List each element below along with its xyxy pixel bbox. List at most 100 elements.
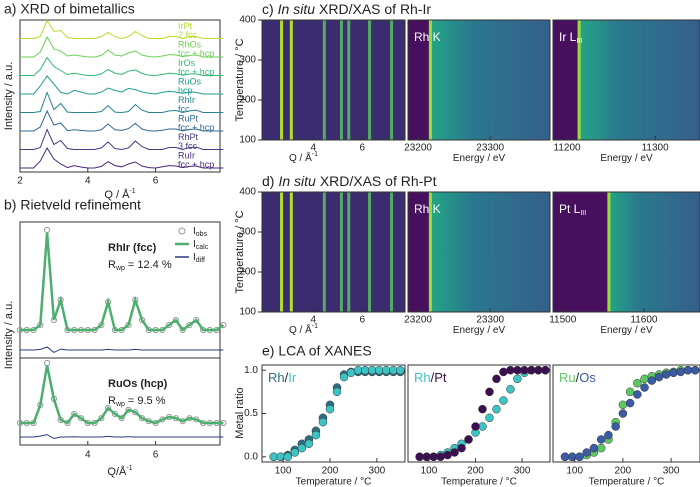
bragg-stripe <box>280 20 284 140</box>
point <box>436 452 445 462</box>
bragg-stripe <box>347 20 351 140</box>
x-tick-label: 11600 <box>630 315 658 326</box>
point <box>304 439 314 449</box>
series-name: Rh <box>268 370 285 385</box>
bragg-stripe <box>289 192 293 312</box>
heatmap-bg <box>262 20 405 140</box>
y-tick-label: 300 <box>239 55 256 66</box>
point <box>283 452 293 462</box>
x-tick-label: 23200 <box>404 143 432 154</box>
legend-label: RuOs <box>178 76 202 86</box>
y-axis-label: Metal ratio <box>234 387 246 438</box>
point <box>633 378 642 388</box>
point <box>633 390 642 399</box>
obs-point <box>172 316 180 324</box>
fit-label: RhIr (fcc) <box>108 242 157 254</box>
legend-label: Idiff <box>193 252 205 265</box>
x-tick-label: 200 <box>322 466 339 477</box>
point <box>311 430 321 440</box>
y-tick-label: 200 <box>239 267 256 278</box>
series-name: Os <box>579 370 596 385</box>
bragg-stripe <box>280 192 284 312</box>
bragg-stripe <box>322 192 326 312</box>
obs-point <box>193 316 200 324</box>
bragg-stripe <box>390 20 394 140</box>
separator: / <box>431 370 435 385</box>
post-edge <box>577 20 700 140</box>
post-edge <box>428 20 550 140</box>
panel-title: d) In situ XRD/XAS of Rh-Pt <box>262 173 437 189</box>
series-name: Rh <box>414 370 431 385</box>
legend-label: RhIr <box>178 95 195 105</box>
point <box>676 367 685 377</box>
xrd-pattern <box>20 146 224 169</box>
xrd-pattern <box>20 56 224 77</box>
point <box>596 443 606 453</box>
x-tick-label: 23300 <box>476 315 504 326</box>
point <box>560 452 570 462</box>
panel-title: c) In situ XRD/XAS of Rh-Ir <box>262 1 431 17</box>
legend-symbol <box>178 227 186 235</box>
y-axis-label: Intensity / a.u. <box>3 62 15 130</box>
x-tick-label: 6 <box>153 450 159 461</box>
point <box>457 443 466 453</box>
point <box>640 383 649 392</box>
obs-point <box>166 321 173 329</box>
x-tick-label: 11200 <box>554 143 582 154</box>
point <box>499 367 508 377</box>
map-label-part: Rh K <box>414 202 441 216</box>
point <box>618 400 628 410</box>
point <box>683 365 693 375</box>
series-name: Pt <box>434 370 447 385</box>
legend-label: RuPt <box>178 113 199 123</box>
y-tick-label: 400 <box>239 187 256 198</box>
point <box>647 376 657 385</box>
heatmap-bg <box>262 192 405 312</box>
edge-line <box>428 192 432 312</box>
x-tick-label: 4 <box>85 176 91 187</box>
point <box>611 422 620 431</box>
point <box>499 396 508 405</box>
legend-label: RhPt <box>178 132 199 142</box>
diff-line <box>20 434 224 440</box>
plot-frame <box>407 364 551 463</box>
plot-frame <box>552 364 700 463</box>
series-name: Ru <box>559 370 576 385</box>
xrd-pattern <box>20 35 224 58</box>
map-label: Ir LIII <box>559 30 582 45</box>
x-axis-label: Q / Å-1 <box>104 188 135 201</box>
panel-title-part: XRD/XAS of Rh-Ir <box>319 1 431 17</box>
point <box>492 404 501 414</box>
point <box>582 448 591 457</box>
plot-frame <box>261 364 406 463</box>
point <box>506 385 515 394</box>
fit-r: Rwp = 9.5 % <box>108 395 166 408</box>
plot-title: Rh/Pt <box>414 370 447 385</box>
y-tick-label: 1.0 <box>244 365 258 376</box>
legend-label: fcc + hcp <box>178 48 214 58</box>
y-tick-label: 0.0 <box>244 451 258 462</box>
x-tick-label: 300 <box>663 466 680 477</box>
post-edge <box>607 192 700 312</box>
obs-point <box>44 226 51 234</box>
legend-label: Icalc <box>193 239 209 252</box>
x-axis-label: Temperature / °C <box>441 477 517 487</box>
fit-label: RuOs (hcp) <box>108 378 168 390</box>
x-tick-label: 6 <box>359 143 365 154</box>
plot-frame <box>552 191 700 313</box>
obs-point <box>118 415 125 422</box>
x-tick-label: 100 <box>275 466 292 477</box>
x-tick-label: 23300 <box>476 143 504 154</box>
point <box>541 365 550 375</box>
x-axis-label: Energy / eV <box>600 153 653 164</box>
bragg-stripe <box>339 20 343 140</box>
calc-line <box>20 365 224 425</box>
x-tick-label: 4 <box>311 143 317 154</box>
bragg-stripe <box>368 20 372 140</box>
y-axis-label: Temperature / °C <box>234 38 246 121</box>
edge-line <box>607 192 611 312</box>
legend-label: fcc + hcp <box>178 159 214 169</box>
point <box>492 374 501 384</box>
point <box>485 387 494 397</box>
x-tick-label: 11300 <box>642 143 670 154</box>
